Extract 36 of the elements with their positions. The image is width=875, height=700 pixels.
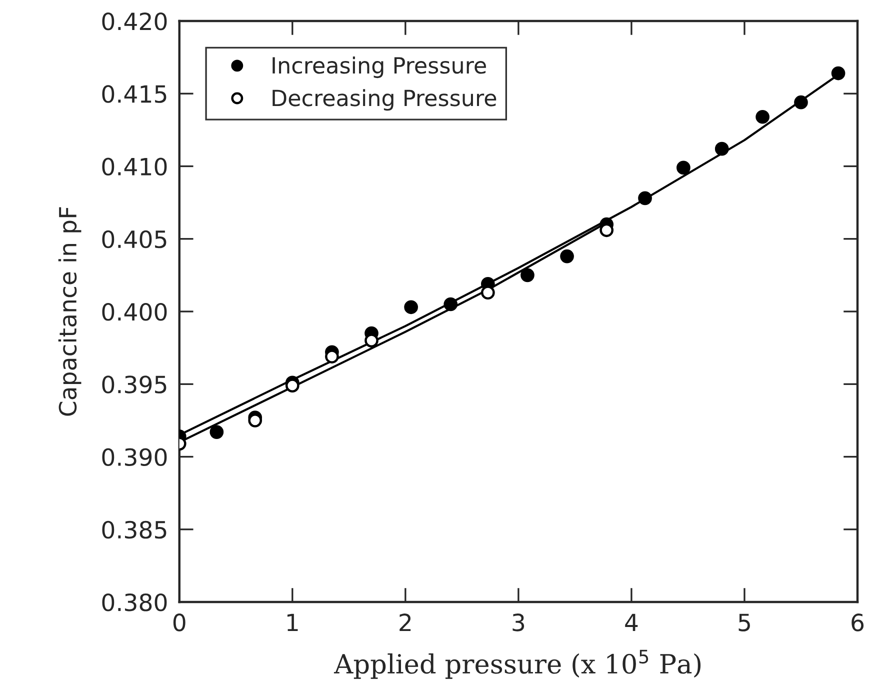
y-axis-title: Capacitance in pF [58, 207, 82, 416]
x-tick-label: 3 [512, 614, 524, 632]
point [210, 425, 224, 439]
point [560, 249, 574, 264]
x-tick-label: 2 [400, 614, 411, 632]
point [481, 286, 495, 300]
y-tick-label: 0.420 [102, 12, 167, 30]
point [714, 142, 729, 156]
point [676, 160, 690, 175]
point [325, 350, 339, 364]
x-tick-label: 0 [173, 614, 186, 632]
y-tick-label: 0.395 [102, 376, 166, 394]
y-tick-label: 0.410 [102, 158, 167, 176]
y-tick-label: 0.380 [102, 593, 167, 612]
legend-label: Decreasing Pressure [272, 89, 496, 111]
y-tick-label: 0.400 [102, 302, 167, 321]
y-tick-label: 0.415 [102, 85, 166, 103]
point [831, 66, 846, 80]
x-tick-label: 6 [852, 614, 864, 632]
x-axis-title: Applied pressure (x 10$^{5}$ Pa) [334, 650, 701, 679]
point [285, 378, 300, 392]
point [364, 334, 378, 348]
point [444, 297, 458, 312]
x-tick-label: 1 [287, 614, 298, 632]
x-tick-label: 4 [625, 614, 638, 632]
y-tick-label: 0.390 [102, 448, 167, 466]
y-tick-label: 0.405 [102, 230, 166, 248]
point [638, 191, 652, 206]
legend-label: Increasing Pressure [272, 56, 486, 78]
y-tick-label: 0.385 [102, 520, 166, 539]
point [756, 110, 770, 124]
point [404, 300, 418, 314]
point [248, 414, 262, 428]
point [520, 268, 534, 282]
point [794, 95, 808, 110]
x-tick-label: 5 [738, 614, 750, 632]
